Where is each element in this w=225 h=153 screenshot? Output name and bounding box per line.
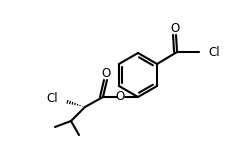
Text: O: O — [115, 91, 125, 103]
Text: O: O — [101, 67, 110, 80]
Text: O: O — [170, 22, 179, 34]
Text: Cl: Cl — [208, 45, 220, 58]
Text: Cl: Cl — [46, 91, 58, 104]
